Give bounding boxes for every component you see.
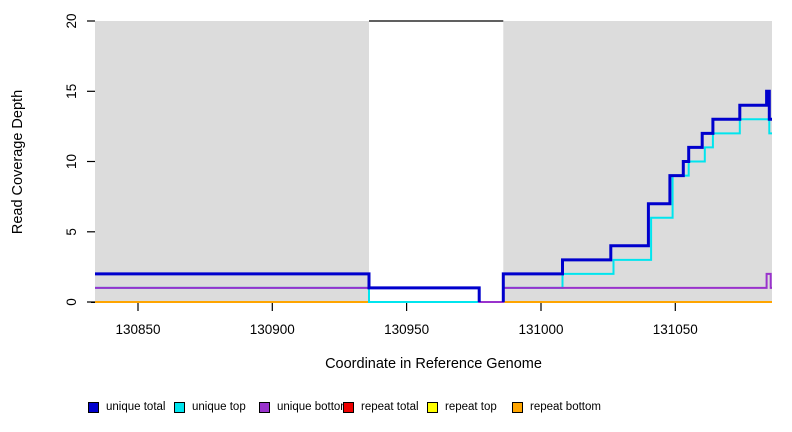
y-axis-title: Read Coverage Depth [10,22,26,302]
legend-item-repeat-total: repeat total [343,399,419,415]
y-tick-label: 0 [64,298,79,306]
legend-item-unique-bottom: unique bottom [259,399,350,415]
x-tick-label: 130950 [384,322,429,337]
legend-label: unique top [192,401,246,413]
legend-item-unique-total: unique total [88,399,165,415]
x-tick-label: 131000 [518,322,563,337]
x-tick-label: 130850 [115,322,160,337]
legend-label: repeat total [361,401,419,413]
legend-swatch-icon [427,401,438,413]
legend-swatch-icon [512,401,523,413]
legend-item-repeat-top: repeat top [427,399,497,415]
legend-label: repeat bottom [530,401,601,413]
series-unique-total [95,89,772,302]
legend-swatch-icon [174,401,185,413]
legend-label: unique total [106,401,166,413]
legend-item-unique-top: unique top [174,399,246,415]
x-tick-label: 130900 [250,322,295,337]
y-tick-label: 20 [64,13,79,28]
x-axis-title-text: Coordinate in Reference Genome [325,356,542,372]
legend-label: repeat top [445,401,497,413]
shaded-background-region [503,21,772,302]
legend-swatch-icon [88,401,99,413]
legend-item-repeat-bottom: repeat bottom [512,399,601,415]
legend-label: unique bottom [277,401,350,413]
legend: unique total unique top unique bottom repea… [0,399,792,421]
legend-swatch-icon [259,401,270,413]
y-axis-title-text: Read Coverage Depth [10,89,26,235]
y-tick-label: 10 [64,154,79,169]
legend-swatch-icon [343,401,354,413]
y-tick-label: 15 [64,84,79,99]
y-tick-label: 5 [64,228,79,236]
x-axis-title: Coordinate in Reference Genome [95,356,772,372]
shaded-background-region [95,21,369,302]
x-tick-label: 131050 [653,322,698,337]
